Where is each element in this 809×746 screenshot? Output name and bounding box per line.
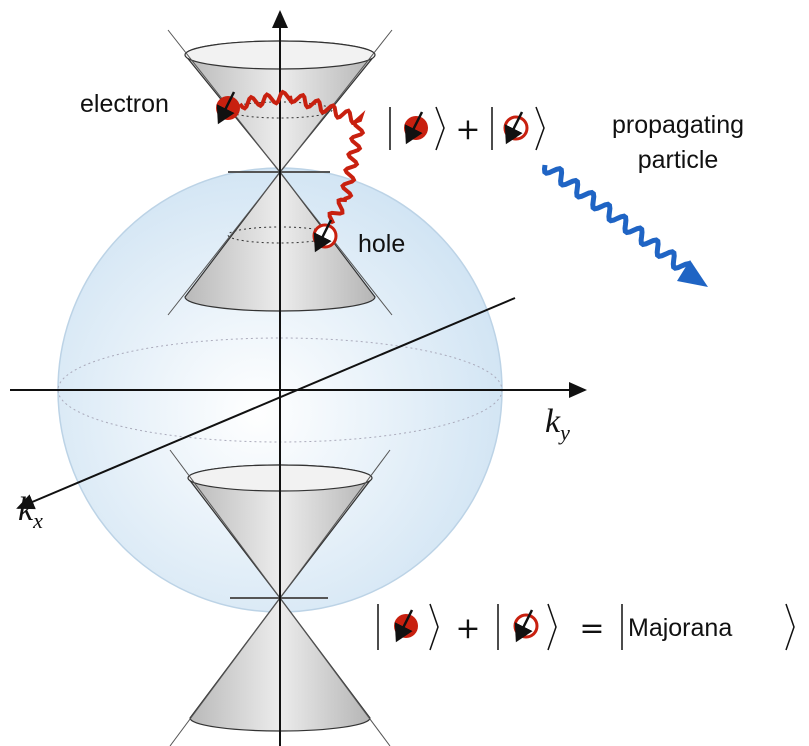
majorana-label: Majorana (628, 614, 732, 642)
equals: = (579, 611, 604, 646)
particle-label: particle (638, 146, 719, 174)
ky-base: k (545, 403, 561, 440)
ket-hole (505, 112, 527, 142)
ket-hole (515, 610, 537, 640)
plus: + (455, 112, 480, 147)
ket-electron (404, 112, 428, 142)
kx-base: k (18, 491, 34, 528)
kx-sub: x (32, 508, 43, 533)
kx-label: kx (18, 491, 43, 533)
hole-label: hole (358, 230, 405, 258)
ky-sub: y (558, 420, 570, 445)
plus: + (455, 611, 480, 646)
propagating-wave (545, 165, 691, 272)
ket-electron (394, 610, 418, 640)
propagating-label: propagating (612, 111, 744, 139)
diagram: electron hole propagating particle ky kx… (0, 0, 809, 746)
ky-label: ky (545, 403, 570, 445)
electron-label: electron (80, 90, 169, 118)
